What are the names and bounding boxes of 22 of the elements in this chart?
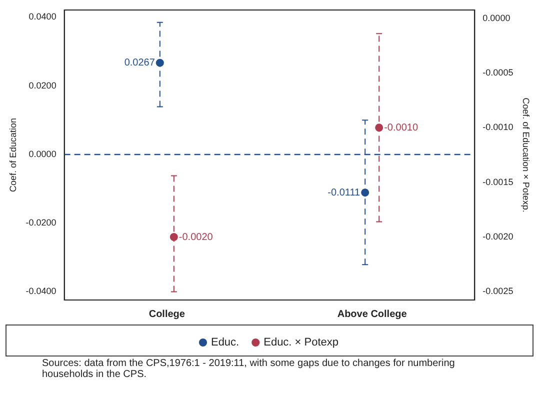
y2-tick-label: -0.0025	[482, 286, 514, 296]
y-axis-title: Coef. of Education	[8, 118, 18, 192]
legend-label: Educ. × Potexp	[264, 336, 339, 349]
y-tick-label: 0.0200	[28, 80, 56, 90]
y2-tick-label: -0.0005	[482, 67, 514, 78]
x-tick-label: Above College	[337, 308, 408, 320]
source-note: Sources: data from the CPS,1976:1 - 2019:11, with some gaps due to changes for numbering households in the CPS.	[41, 358, 456, 380]
data-label: -0.0111	[328, 187, 361, 198]
y2-tick-label: -0.0015	[482, 176, 514, 187]
y-tick-label: -0.0400	[26, 286, 56, 296]
data-label: -0.0020	[178, 232, 214, 243]
y-tick-label: -0.0200	[26, 218, 56, 228]
data-label: 0.0267	[124, 58, 156, 69]
y-tick-label: 0.0000	[28, 148, 56, 159]
x-tick-label: College	[148, 308, 186, 320]
y2-tick-label: -0.0010	[482, 122, 514, 132]
y2-axis-title: Coef. of Education × Potexp.	[521, 98, 532, 212]
legend-label: Educ.	[210, 336, 240, 349]
y2-tick-label: 0.0000	[482, 12, 510, 23]
data-label: -0.0010	[384, 122, 418, 134]
y2-tick-label: -0.0020	[482, 232, 514, 242]
y-tick-label: 0.0400	[28, 12, 56, 22]
